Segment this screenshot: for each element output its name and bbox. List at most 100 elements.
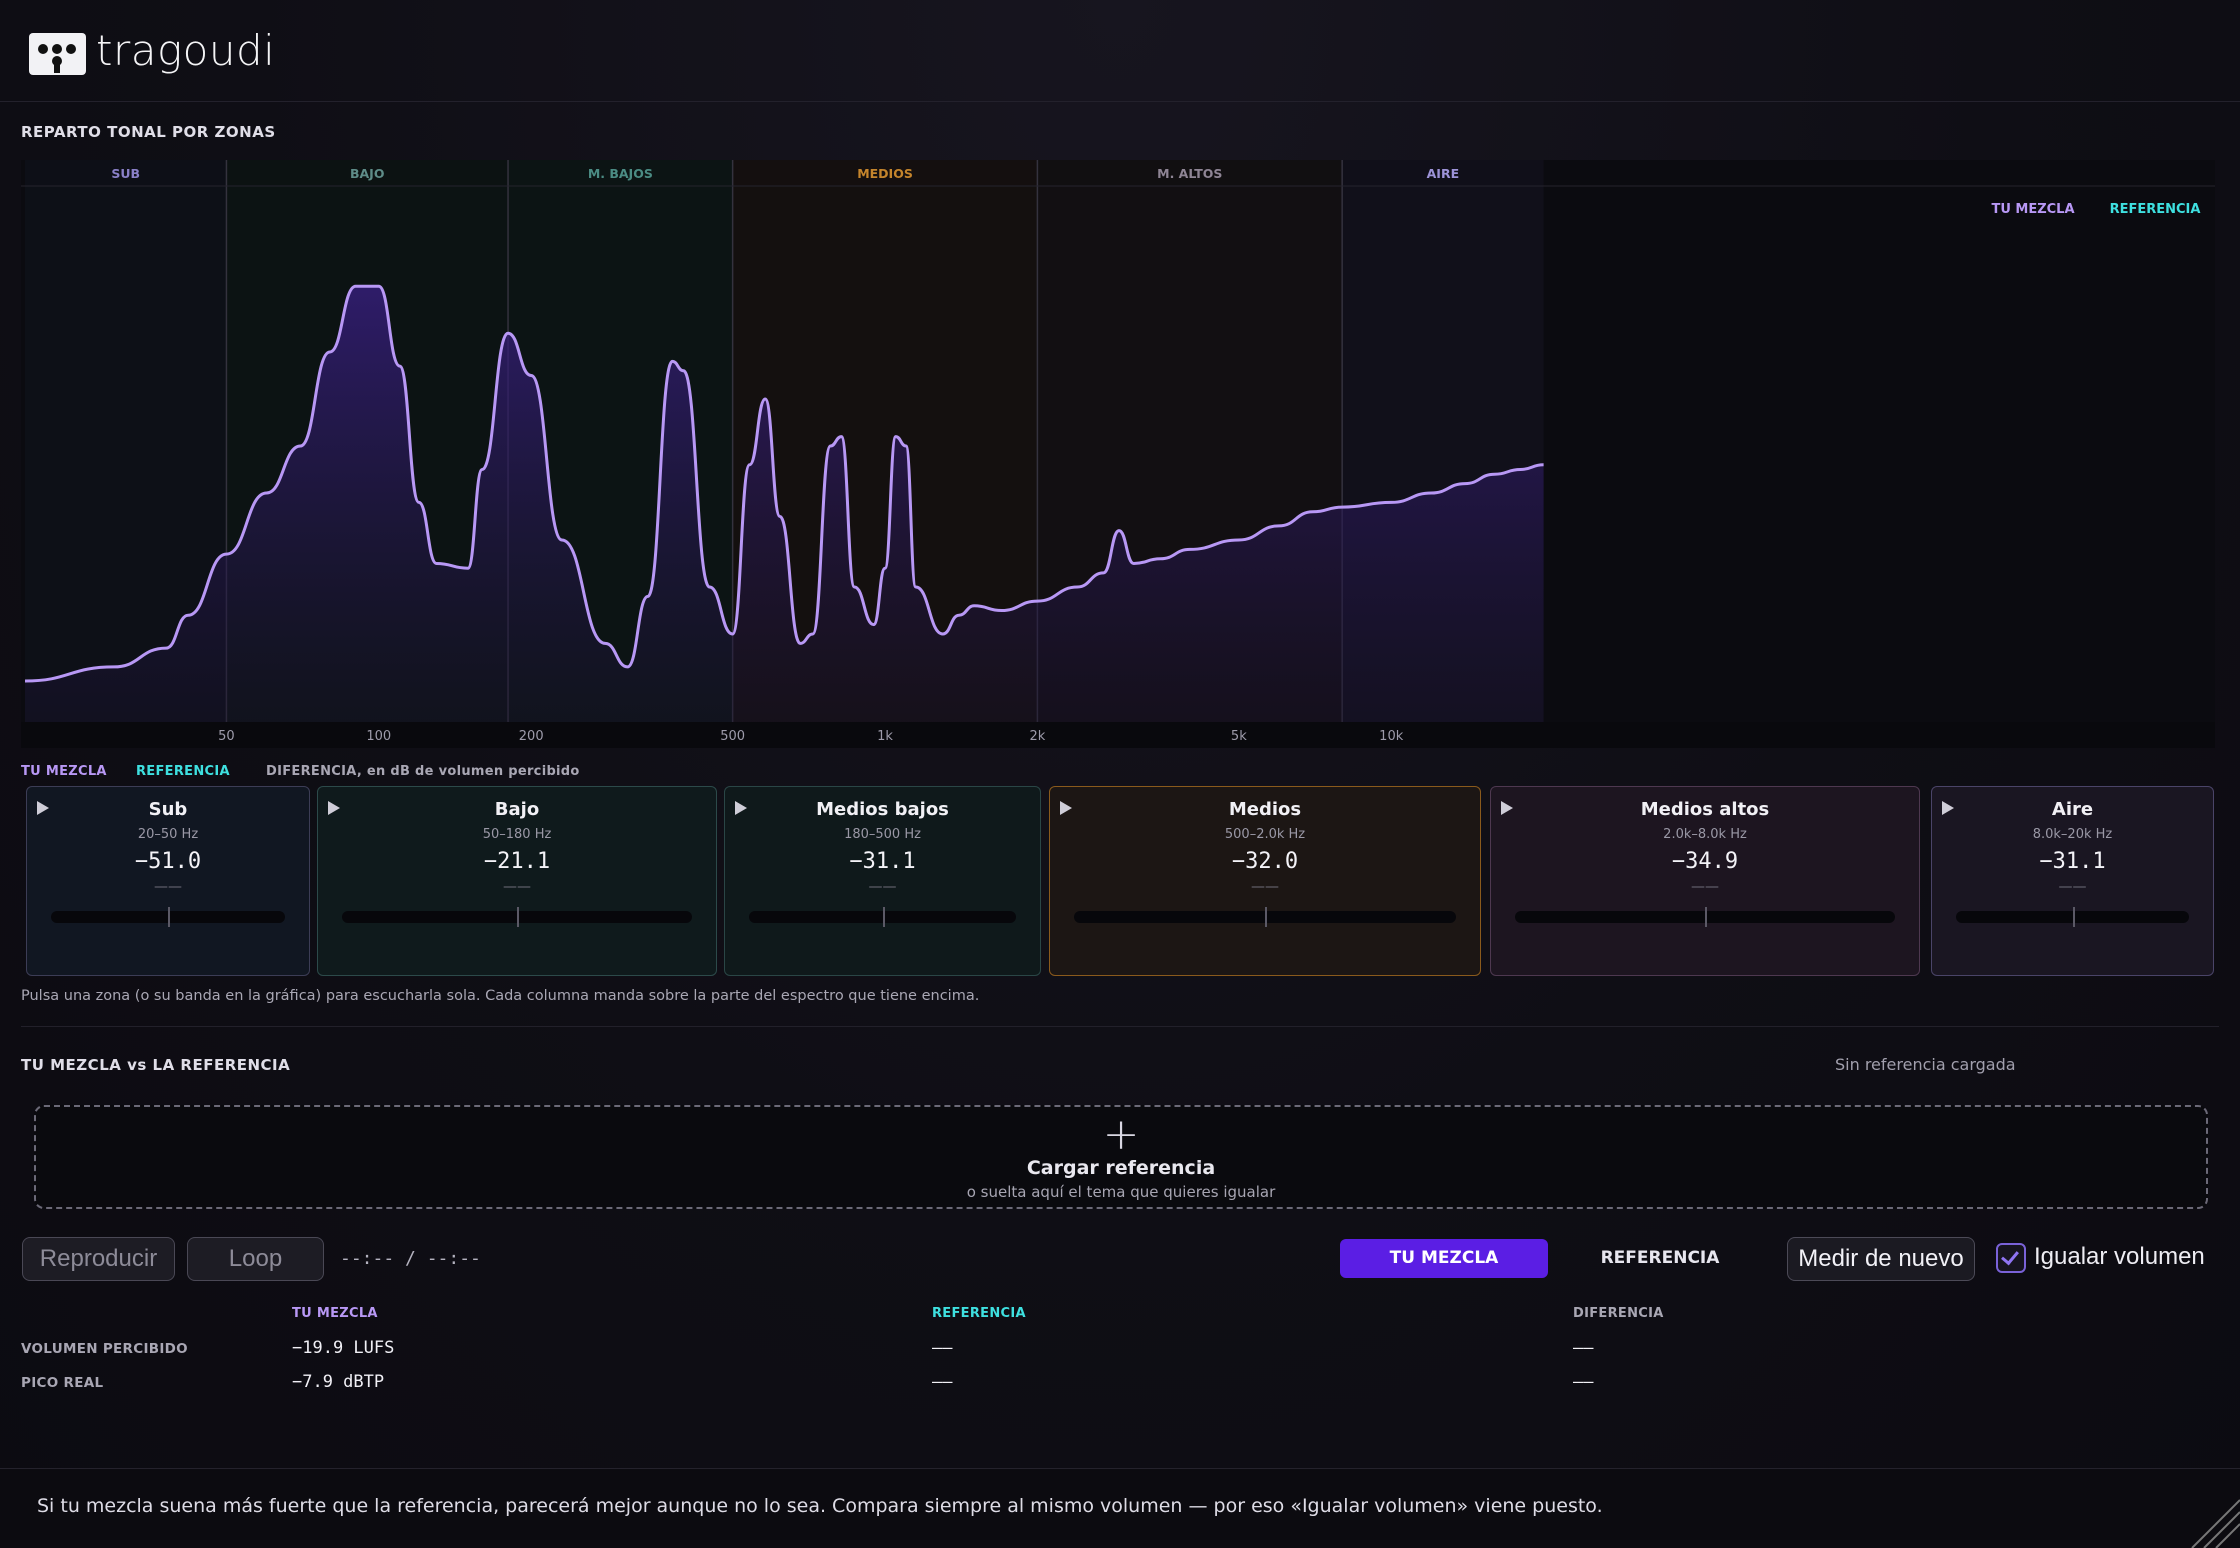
spectrum-svg[interactable]: SUB BAJO M. BAJOS MEDIOS M. ALTOS AIRE 50 100 2… (21, 160, 2215, 748)
zone-meter-marker (2072, 907, 2075, 927)
play-icon[interactable] (1501, 801, 1513, 815)
zone-header-label: M. BAJOS (588, 166, 653, 181)
zone-diff-meter (1515, 907, 1895, 927)
zone-range: 500–2.0k Hz (1224, 827, 1306, 842)
play-button[interactable]: Reproducir (22, 1237, 175, 1281)
loop-button[interactable]: Loop (187, 1237, 324, 1281)
legend-ref-label: REFERENCIA (136, 764, 230, 779)
zone-header-bg (508, 160, 733, 186)
loudness-ref: —— (932, 1338, 953, 1358)
footer-note: Si tu mezcla suena más fuerte que la ref… (37, 1495, 1603, 1517)
zone-header-bg (1037, 160, 1343, 186)
zone-header-label: SUB (111, 166, 140, 181)
x-tick-label: 1k (877, 729, 893, 744)
zone-card-bajo[interactable]: Bajo 50–180 Hz −21.1 —— (317, 786, 717, 976)
zone-header-label: AIRE (1427, 166, 1460, 181)
play-icon[interactable] (1060, 801, 1072, 815)
match-volume-checkbox[interactable] (1996, 1243, 2026, 1273)
toggle-mix[interactable]: TU MEZCLA (1340, 1239, 1548, 1278)
spectrum-chart[interactable]: SUB BAJO M. BAJOS MEDIOS M. ALTOS AIRE 50 100 2… (21, 160, 2215, 748)
legend-diff-label: DIFERENCIA, en dB de volumen percibido (266, 764, 580, 779)
toggle-reference[interactable]: REFERENCIA (1600, 1248, 1720, 1268)
zone-card-medios-altos[interactable]: Medios altos 2.0k–8.0k Hz −34.9 —— (1490, 786, 1920, 976)
zone-header-bg (25, 160, 227, 186)
measure-again-button[interactable]: Medir de nuevo (1787, 1237, 1975, 1281)
zone-diff: —— (868, 879, 897, 895)
zone-diff: —— (154, 879, 182, 895)
zone-header-label: M. ALTOS (1157, 166, 1222, 181)
zone-name: Medios altos (1640, 799, 1770, 820)
zone-value: −31.1 (2039, 849, 2106, 874)
play-icon[interactable] (1942, 801, 1954, 815)
spectrum-title: REPARTO TONAL POR ZONAS (21, 123, 276, 141)
zone-card-sub[interactable]: Sub 20–50 Hz −51.0 —— (26, 786, 310, 976)
zone-header-bg (1342, 160, 1544, 186)
row-label-loudness: VOLUMEN PERCIBIDO (21, 1341, 188, 1357)
zone-diff: —— (1251, 879, 1279, 895)
app-name: tragoudi (96, 26, 276, 75)
truepeak-mix: −7.9 dBTP (292, 1372, 385, 1392)
divider (21, 1026, 2219, 1027)
zone-value: −51.0 (134, 849, 202, 874)
loudness-mix: −19.9 LUFS (292, 1338, 395, 1358)
zone-value: −21.1 (483, 849, 551, 874)
table-header-mix: TU MEZCLA (292, 1306, 378, 1321)
zone-diff: —— (503, 879, 531, 895)
play-icon[interactable] (37, 801, 49, 815)
row-label-truepeak: PICO REAL (21, 1375, 104, 1391)
x-tick-label: 500 (720, 729, 745, 744)
zone-header-label: BAJO (350, 166, 384, 181)
zone-diff-meter (342, 907, 692, 927)
zone-value: −34.9 (1671, 849, 1739, 874)
x-tick-label: 5k (1231, 729, 1247, 744)
zone-name: Bajo (494, 799, 540, 820)
play-icon[interactable] (328, 801, 340, 815)
zone-meter-marker (168, 907, 170, 927)
zone-range: 180–500 Hz (844, 827, 921, 842)
truepeak-ref: —— (932, 1372, 953, 1392)
zone-card-aire[interactable]: Aire 8.0k–20k Hz −31.1 —— (1931, 786, 2214, 976)
match-volume-label[interactable]: Igualar volumen (2034, 1243, 2205, 1270)
zone-name: Sub (148, 799, 188, 820)
legend-mix-label: TU MEZCLA (21, 764, 107, 779)
zone-diff-meter (1074, 907, 1456, 927)
zone-diff-meter (51, 907, 285, 927)
resize-grip-icon[interactable] (2184, 1492, 2240, 1548)
x-tick-label: 10k (1379, 729, 1404, 744)
x-tick-label: 200 (519, 729, 544, 744)
truepeak-diff: —— (1573, 1372, 1594, 1392)
zone-diff: —— (2058, 879, 2087, 895)
zone-range: 50–180 Hz (482, 827, 552, 842)
mix-spectrum-area (25, 286, 1544, 722)
loudness-diff: —— (1573, 1338, 1594, 1358)
zone-header-label: MEDIOS (857, 166, 913, 181)
x-tick-label: 2k (1029, 729, 1045, 744)
play-icon[interactable] (735, 801, 747, 815)
x-tick-label: 50 (218, 729, 235, 744)
table-header-ref: REFERENCIA (932, 1306, 1026, 1321)
zones-hint: Pulsa una zona (o su banda en la gráfica… (21, 988, 980, 1004)
zone-card-medios[interactable]: Medios 500–2.0k Hz −32.0 —— (1049, 786, 1481, 976)
plus-icon: + (1102, 1109, 1140, 1160)
app-header: tragoudi (0, 0, 2240, 102)
zone-name: Medios bajos (816, 799, 949, 820)
zone-range: 8.0k–20k Hz (2032, 827, 2113, 842)
zone-meter-marker (1265, 907, 1267, 927)
x-tick-label: 100 (366, 729, 391, 744)
zone-meter-marker (517, 907, 519, 927)
reference-status: Sin referencia cargada (1835, 1055, 2016, 1074)
check-icon (2001, 1246, 2019, 1266)
zone-value: −31.1 (849, 849, 916, 874)
logo-icon (29, 33, 86, 75)
reference-dropzone[interactable]: + Cargar referencia o suelta aquí el tem… (34, 1105, 2208, 1209)
zone-card-medios-bajos[interactable]: Medios bajos 180–500 Hz −31.1 —— (724, 786, 1041, 976)
compare-title: TU MEZCLA vs LA REFERENCIA (21, 1056, 291, 1074)
table-header-diff: DIFERENCIA (1573, 1306, 1664, 1321)
dropzone-subtitle: o suelta aquí el tema que quieres iguala… (966, 1183, 1276, 1201)
zone-range: 2.0k–8.0k Hz (1663, 827, 1747, 842)
mix-spectrum-line (24, 284, 1544, 683)
footer: Si tu mezcla suena más fuerte que la ref… (0, 1468, 2240, 1548)
zone-name: Medios (1228, 799, 1302, 820)
time-readout: --:-- / --:-- (340, 1248, 481, 1269)
zone-meter-marker (882, 907, 885, 927)
